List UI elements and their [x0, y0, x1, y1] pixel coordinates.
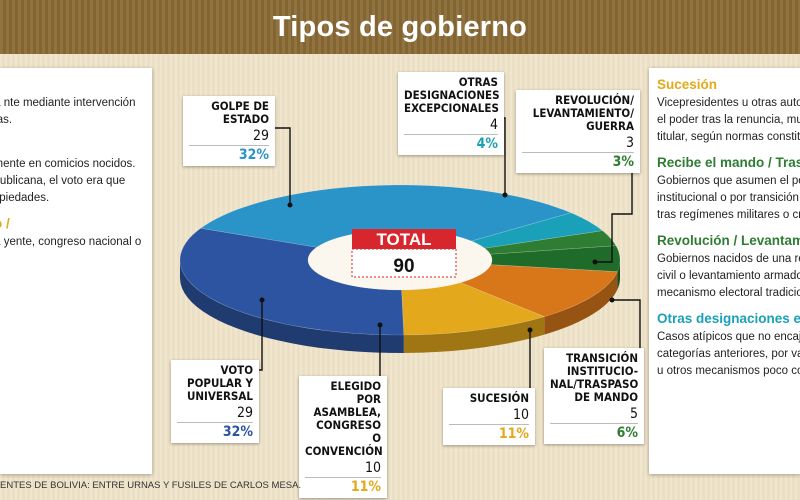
card-sucesion: SUCESIÓN 10 11%: [443, 388, 535, 445]
card-elegido-por-asamblea: ELEGIDO POR ASAMBLEA, CONGRESO O CONVENC…: [299, 376, 387, 498]
panel-section-body: Vicepresidentes u otras autoridades que …: [657, 97, 800, 143]
panel-section-heading: Sucesión: [657, 77, 718, 92]
slice-wall: [617, 260, 620, 290]
card-label: VOTO POPULAR Y UNIVERSAL: [186, 363, 253, 403]
card-count: 5: [629, 406, 638, 422]
source-credit: ENTES DE BOLIVIA: ENTRE URNAS Y FUSILES …: [0, 480, 302, 491]
card-percent: 32%: [177, 422, 253, 441]
title-banner: Tipos de gobierno: [0, 0, 800, 54]
card-label: OTRAS DESIGNACIONES EXCEPCIONALES: [404, 75, 500, 115]
panel-section-body: Casos atípicos que no encajan en ninguna…: [657, 331, 800, 377]
card-percent: 11%: [305, 477, 381, 496]
panel-section-heading: Otras designaciones excepcionales: [657, 311, 800, 326]
leader-dot: [592, 259, 598, 265]
total-value-bg: [351, 248, 457, 278]
panel-section-body: s indirectamente por una yente, congreso…: [0, 236, 142, 248]
card-count: 4: [489, 117, 498, 133]
leader-dot: [259, 297, 265, 303]
panel-section-body: Gobiernos nacidos de una revolución, una…: [657, 253, 800, 299]
card-golpe-de-estado: GOLPE DE ESTADO 29 32%: [183, 96, 275, 166]
card-label: ELEGIDO POR ASAMBLEA, CONGRESO O CONVENC…: [305, 379, 383, 458]
panel-section-body: Gobiernos que asumen el poder por traspa…: [657, 175, 800, 221]
panel-section-heading: samblea / Congreso /: [0, 216, 10, 231]
card-label: TRANSICIÓN INSTITUCIO-NAL/TRASPASO DE MA…: [550, 351, 639, 404]
card-percent: 11%: [449, 424, 529, 443]
panel-section-heading: Revolución / Levantamiento / Guerra: [657, 233, 800, 248]
total-label-bg: [352, 229, 456, 249]
card-percent: 4%: [404, 134, 498, 153]
panel-section-heading: Recibe el mando / Traspaso institucional: [657, 155, 800, 170]
card-label: REVOLUCIÓN/ LEVANTAMIENTO/ GUERRA: [532, 93, 634, 133]
right-panel-content: Sucesión Vicepresidentes u otras autorida…: [657, 68, 800, 380]
card-otras-designaciones: OTRAS DESIGNACIONES EXCEPCIONALES 4 4%: [398, 72, 504, 155]
slice-wall: [544, 271, 618, 335]
card-count: 3: [625, 135, 634, 151]
card-percent: 6%: [550, 423, 638, 442]
slice-wall: [180, 260, 404, 353]
card-label: SUCESIÓN: [469, 391, 529, 405]
slice-wall: [403, 316, 545, 353]
card-count: 10: [512, 407, 529, 423]
leader-dot: [527, 327, 533, 333]
panel-section-body: ccedieron al poder por la nte mediante i…: [0, 97, 136, 126]
chart-title: Tipos de gobierno: [272, 11, 528, 43]
leader-dot: [287, 202, 293, 208]
left-legend-panel: adoccedieron al poder por la nte mediant…: [0, 68, 152, 474]
leader-dot: [609, 297, 615, 303]
card-label: GOLPE DE ESTADO: [211, 99, 269, 126]
leader-dot: [502, 192, 508, 198]
left-panel-content: adoccedieron al poder por la nte mediant…: [0, 68, 144, 268]
card-revolucion: REVOLUCIÓN/ LEVANTAMIENTO/ GUERRA 3 3%: [516, 90, 640, 173]
card-percent: 32%: [189, 145, 269, 164]
card-transicion: TRANSICIÓN INSTITUCIO-NAL/TRASPASO DE MA…: [544, 348, 644, 444]
card-count: 29: [236, 405, 253, 421]
panel-section-body: s por sufragio directo y mente en comici…: [0, 158, 136, 204]
right-legend-panel: Sucesión Vicepresidentes u otras autorida…: [649, 68, 800, 474]
card-percent: 3%: [522, 152, 634, 171]
card-count: 29: [252, 128, 269, 144]
leader-dot: [377, 322, 383, 328]
card-count: 10: [364, 460, 381, 476]
card-voto-popular: VOTO POPULAR Y UNIVERSAL 29 32%: [171, 360, 259, 443]
total-label: TOTAL: [376, 230, 431, 249]
total-value: 90: [393, 256, 414, 277]
